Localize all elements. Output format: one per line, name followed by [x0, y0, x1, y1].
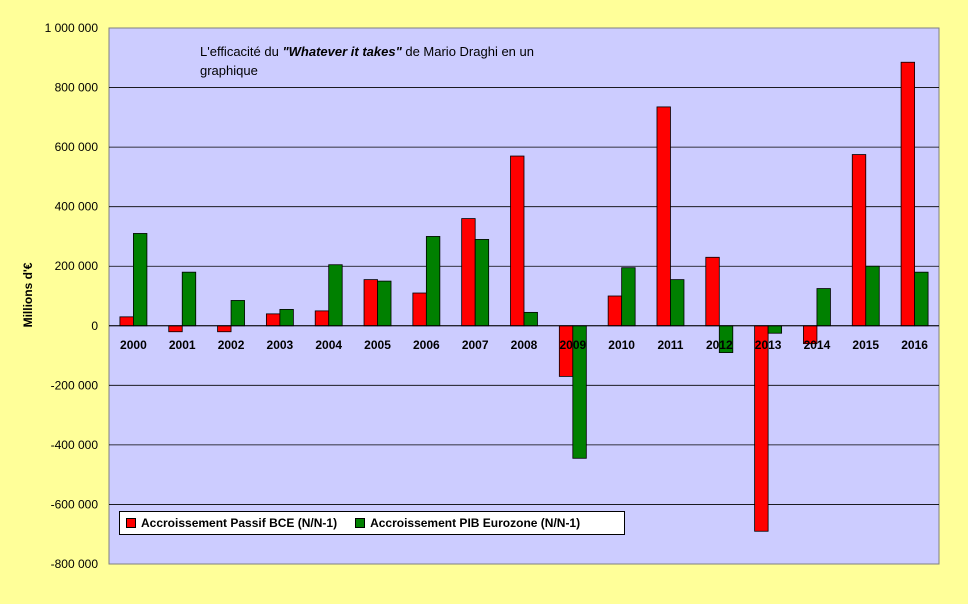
- y-tick-labels: 1 000 000 800 000 600 000 400 000 200 000 0 -2…: [45, 21, 99, 571]
- x-tick-label: 2014: [804, 338, 831, 352]
- bar-pib-eurozone-2008: [523, 311, 538, 327]
- y-tick-label: 200 000: [55, 259, 99, 273]
- y-tick-label: -400 000: [51, 438, 99, 452]
- legend-item-pib-eurozone: Accroissement PIB Eurozone (N/N-1): [355, 516, 580, 530]
- bar-passif-bce-2015: [851, 154, 867, 327]
- bar-pib-eurozone-2014: [816, 288, 831, 327]
- bar-pib-eurozone-2004: [328, 264, 343, 327]
- bar-passif-bce-2016: [900, 61, 915, 327]
- legend-swatch-passif-bce: [126, 518, 136, 528]
- legend-item-passif-bce: Accroissement Passif BCE (N/N-1): [126, 516, 337, 530]
- bar-pib-eurozone-2010: [621, 267, 636, 327]
- bar-passif-bce-2001: [168, 325, 183, 333]
- y-tick-label: -600 000: [51, 497, 99, 511]
- y-tick-label: 400 000: [55, 200, 99, 214]
- y-tick-label: 600 000: [55, 140, 99, 154]
- y-axis-title: Millions d'€: [21, 262, 35, 327]
- y-tick-label: -800 000: [51, 557, 99, 571]
- bar-pib-eurozone-2002: [230, 300, 245, 327]
- x-tick-label: 2002: [218, 338, 245, 352]
- bar-pib-eurozone-2001: [181, 271, 197, 327]
- x-tick-label: 2016: [901, 338, 928, 352]
- bar-pib-eurozone-2015: [865, 265, 880, 327]
- bar-passif-bce-2012: [705, 256, 720, 327]
- y-tick-label: -200 000: [51, 378, 99, 392]
- x-tick-label: 2008: [511, 338, 538, 352]
- x-tick-label: 2007: [462, 338, 489, 352]
- y-tick-label: 0: [91, 319, 98, 333]
- bar-passif-bce-2005: [363, 279, 378, 327]
- y-tick-label: 1 000 000: [45, 21, 99, 35]
- bar-passif-bce-2011: [656, 106, 671, 327]
- x-tick-label: 2012: [706, 338, 733, 352]
- bar-pib-eurozone-2016: [914, 271, 929, 327]
- bar-passif-bce-2008: [510, 155, 525, 327]
- x-tick-label: 2001: [169, 338, 196, 352]
- x-tick-labels: 2000 2001 2002 2003 2004 2005 2006 2007 2008 2009…: [120, 338, 928, 352]
- bar-passif-bce-2004: [314, 310, 330, 327]
- x-tick-label: 2000: [120, 338, 147, 352]
- legend-label-pib-eurozone: Accroissement PIB Eurozone (N/N-1): [370, 516, 581, 530]
- bar-passif-bce-2013: [754, 325, 769, 532]
- x-tick-label: 2004: [315, 338, 342, 352]
- x-tick-label: 2003: [267, 338, 294, 352]
- x-tick-label: 2011: [657, 338, 683, 352]
- legend-label-passif-bce: Accroissement Passif BCE (N/N-1): [141, 516, 338, 530]
- bar-passif-bce-2007: [461, 218, 476, 327]
- bar-pib-eurozone-2005: [377, 280, 392, 327]
- bar-pib-eurozone-2011: [670, 279, 685, 327]
- x-tick-label: 2005: [364, 338, 391, 352]
- bar-passif-bce-2000: [119, 316, 134, 327]
- bar-pib-eurozone-2003: [279, 308, 294, 327]
- annotation-suffix: de Mario Draghi en un graphique: [200, 44, 534, 78]
- y-tick-label: 800 000: [55, 81, 99, 95]
- bar-pib-eurozone-2000: [133, 233, 148, 327]
- legend-swatch-pib-eurozone: [355, 518, 366, 528]
- x-tick-label: 2006: [413, 338, 440, 352]
- bar-passif-bce-2006: [412, 292, 427, 327]
- bar-passif-bce-2010: [607, 295, 623, 327]
- bar-pib-eurozone-2013: [767, 325, 783, 334]
- x-tick-label: 2009: [559, 338, 586, 352]
- legend: Accroissement Passif BCE (N/N-1) Accrois…: [119, 511, 625, 535]
- bars: [119, 61, 929, 532]
- x-tick-label: 2013: [755, 338, 782, 352]
- bar-pib-eurozone-2007: [474, 239, 490, 327]
- x-tick-label: 2010: [608, 338, 635, 352]
- annotation-emphasis: "Whatever it takes": [282, 44, 402, 59]
- annotation-prefix: L'efficacité du: [200, 44, 283, 59]
- bar-passif-bce-2003: [265, 313, 281, 327]
- chart-annotation: L'efficacité du "Whatever it takes" de M…: [200, 42, 560, 80]
- bar-pib-eurozone-2006: [425, 236, 441, 327]
- x-tick-label: 2015: [852, 338, 879, 352]
- bar-passif-bce-2002: [217, 325, 232, 333]
